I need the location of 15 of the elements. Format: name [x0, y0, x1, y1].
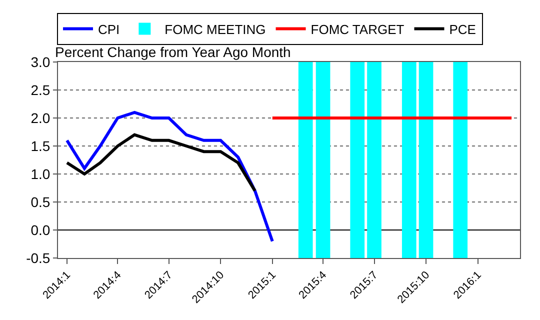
y-tick-label: 0.5 [30, 194, 50, 210]
y-axis-title: Percent Change from Year Ago Month [55, 44, 291, 60]
line-series [66, 110, 274, 243]
y-tick-label: 2.0 [30, 110, 50, 126]
y-tick-label: 0.0 [30, 222, 50, 238]
line-series [66, 133, 256, 192]
y-tick-label: 2.5 [30, 82, 50, 98]
legend-label: FOMC TARGET [310, 22, 404, 37]
y-tick-label: 1.5 [30, 138, 50, 154]
y-tick-label: 1.0 [30, 166, 50, 182]
legend-label: FOMC MEETING [164, 22, 266, 37]
legend-label: CPI [98, 22, 120, 37]
y-tick-label: -0.5 [26, 250, 50, 266]
y-tick-label: 3.0 [30, 54, 50, 70]
legend-label: PCE [449, 22, 476, 37]
